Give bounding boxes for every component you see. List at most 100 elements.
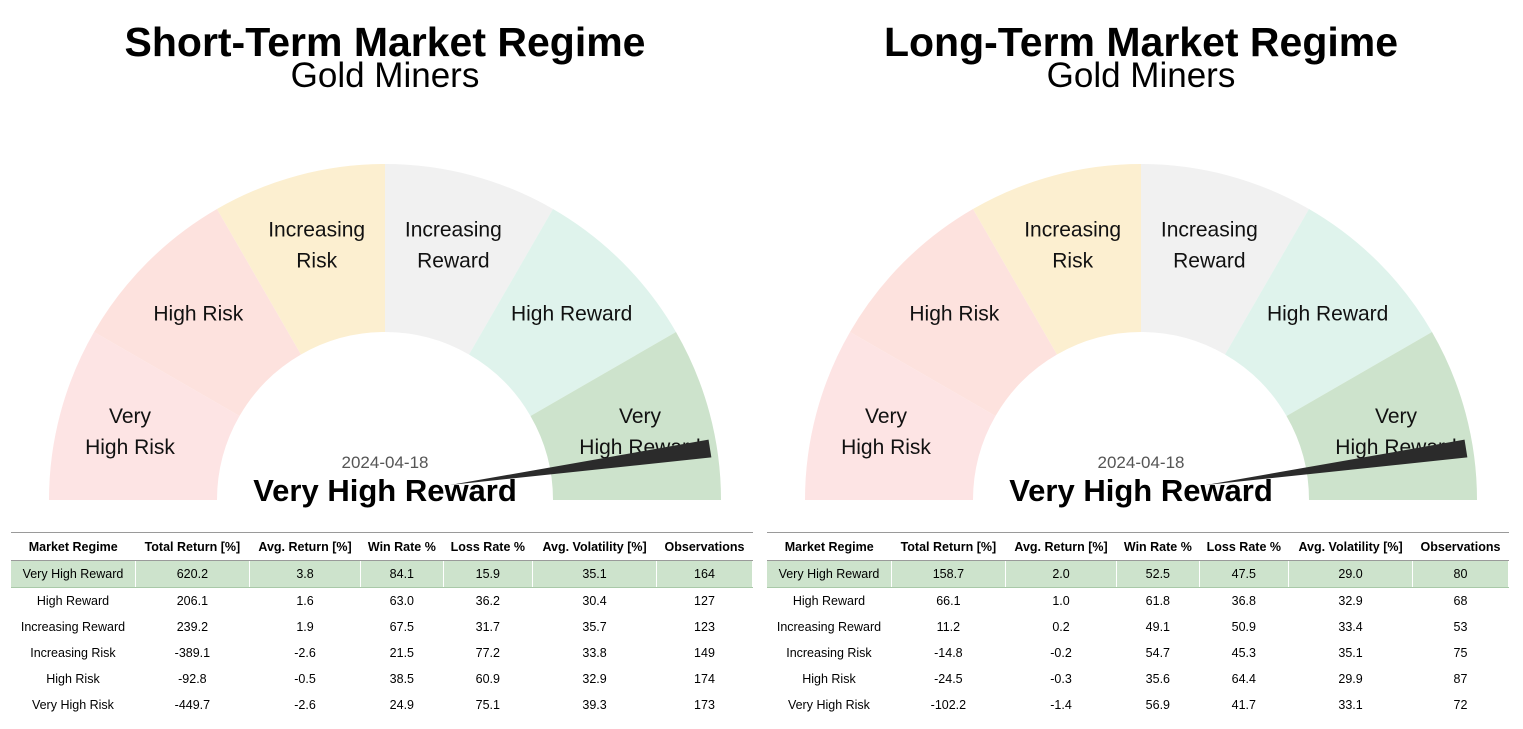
segment-label-increasing-reward: Increasing Reward xyxy=(1161,218,1258,272)
table-cell: 29.9 xyxy=(1288,666,1413,692)
segment-label-high-risk: High Risk xyxy=(153,302,243,325)
segment-label-increasing-risk: Increasing Risk xyxy=(1024,218,1121,272)
table-cell: 127 xyxy=(656,587,754,614)
gauge-segment-increasing-risk xyxy=(973,164,1141,355)
table-row: Increasing Reward 239.2 1.9 67.5 31.7 35.7 123 xyxy=(11,614,754,640)
gauge-segment-increasing-reward xyxy=(385,164,553,355)
table-cell: 15.9 xyxy=(443,560,534,588)
column-header-market-regime: Market Regime xyxy=(11,532,136,561)
table-cell: 158.7 xyxy=(891,560,1006,588)
column-header-win-rate: Win Rate % xyxy=(1116,532,1200,561)
table-cell: -2.6 xyxy=(249,692,362,718)
table-cell: 64.4 xyxy=(1199,666,1290,692)
regime-gauge: Very High Risk High Risk Increasing Risk Incr… xyxy=(49,164,721,508)
table-row: Very High Risk -449.7 -2.6 24.9 75.1 39.3 173 xyxy=(11,692,754,718)
table-cell: 47.5 xyxy=(1199,560,1290,588)
table-cell: 80 xyxy=(1412,560,1510,588)
table-cell: 35.1 xyxy=(532,560,657,588)
table-cell: 33.4 xyxy=(1288,614,1413,640)
table-cell: 36.2 xyxy=(443,587,534,614)
table-cell: 45.3 xyxy=(1199,640,1290,666)
table-cell: 30.4 xyxy=(532,587,657,614)
table-cell: 164 xyxy=(656,560,754,588)
column-header-avg-volatility: Avg. Volatility [%] xyxy=(532,532,657,561)
column-header-market-regime: Market Regime xyxy=(767,532,892,561)
table-cell: 87 xyxy=(1412,666,1510,692)
table-row: Very High Risk -102.2 -1.4 56.9 41.7 33.1 72 xyxy=(767,692,1510,718)
table-cell: 38.5 xyxy=(360,666,444,692)
table-cell: 39.3 xyxy=(532,692,657,718)
table-cell: 149 xyxy=(656,640,754,666)
table-cell: 174 xyxy=(656,666,754,692)
regime-date: 2024-04-18 xyxy=(342,453,429,472)
chart-subtitle: Gold Miners xyxy=(1046,56,1236,95)
table-cell: 32.9 xyxy=(532,666,657,692)
column-header-win-rate: Win Rate % xyxy=(360,532,444,561)
gauge-needle xyxy=(1206,439,1468,485)
table-row: Increasing Risk -14.8 -0.2 54.7 45.3 35.1 75 xyxy=(767,640,1510,666)
table-row: High Reward 206.1 1.6 63.0 36.2 30.4 127 xyxy=(11,587,754,614)
table-cell: 31.7 xyxy=(443,614,534,640)
table-cell: 33.8 xyxy=(532,640,657,666)
table-cell: -0.3 xyxy=(1005,666,1118,692)
table-cell: -102.2 xyxy=(891,692,1006,718)
column-header-total-return: Total Return [%] xyxy=(135,532,250,561)
table-cell: 1.0 xyxy=(1005,587,1118,614)
regime-name-cell: High Reward xyxy=(767,587,892,614)
table-row: Increasing Risk -389.1 -2.6 21.5 77.2 33.8 149 xyxy=(11,640,754,666)
table-cell: 72 xyxy=(1412,692,1510,718)
regime-name-cell: Very High Risk xyxy=(11,692,136,718)
gauge-segment-high-risk xyxy=(94,209,301,416)
table-cell: 239.2 xyxy=(135,614,250,640)
table-cell: -24.5 xyxy=(891,666,1006,692)
gauge-segment-increasing-reward xyxy=(1141,164,1309,355)
column-header-observations: Observations xyxy=(1412,532,1509,561)
table-cell: 35.6 xyxy=(1116,666,1200,692)
regime-date: 2024-04-18 xyxy=(1098,453,1185,472)
table-cell: 123 xyxy=(656,614,754,640)
regime-table: Market Regime Total Return [%] Avg. Return… xyxy=(11,532,754,718)
table-row: High Risk -24.5 -0.3 35.6 64.4 29.9 87 xyxy=(767,666,1510,692)
table-cell: 3.8 xyxy=(249,560,362,588)
column-header-observations: Observations xyxy=(656,532,753,561)
table-cell: 32.9 xyxy=(1288,587,1413,614)
column-header-total-return: Total Return [%] xyxy=(891,532,1006,561)
table-cell: 2.0 xyxy=(1005,560,1118,588)
segment-label-increasing-risk: Increasing Risk xyxy=(268,218,365,272)
gauge-needle xyxy=(450,439,712,485)
table-cell: 35.1 xyxy=(1288,640,1413,666)
table-cell: 75.1 xyxy=(443,692,534,718)
current-regime-label: Very High Reward xyxy=(1009,473,1273,508)
table-cell: 75 xyxy=(1412,640,1510,666)
regime-name-cell: Very High Reward xyxy=(767,560,892,588)
table-cell: 66.1 xyxy=(891,587,1006,614)
table-cell: 1.6 xyxy=(249,587,362,614)
table-row: Very High Reward 158.7 2.0 52.5 47.5 29.0 80 xyxy=(767,560,1510,588)
regime-name-cell: Very High Risk xyxy=(767,692,892,718)
regime-name-cell: Increasing Reward xyxy=(767,614,892,640)
column-header-loss-rate: Loss Rate % xyxy=(1199,532,1289,561)
segment-label-high-reward: High Reward xyxy=(1267,302,1388,325)
table-cell: 206.1 xyxy=(135,587,250,614)
segment-label-very-high-risk: Very High Risk xyxy=(841,405,931,459)
table-cell: 50.9 xyxy=(1199,614,1290,640)
table-cell: 84.1 xyxy=(360,560,444,588)
segment-label-very-high-risk: Very High Risk xyxy=(85,405,175,459)
table-cell: 1.9 xyxy=(249,614,362,640)
table-cell: 67.5 xyxy=(360,614,444,640)
table-cell: 173 xyxy=(656,692,754,718)
regime-name-cell: Increasing Reward xyxy=(11,614,136,640)
table-cell: 21.5 xyxy=(360,640,444,666)
table-cell: 11.2 xyxy=(891,614,1006,640)
table-cell: 61.8 xyxy=(1116,587,1200,614)
table-header-row: Market Regime Total Return [%] Avg. Return… xyxy=(767,532,1509,561)
gauge-segment-increasing-risk xyxy=(217,164,385,355)
table-cell: -14.8 xyxy=(891,640,1006,666)
segment-label-high-reward: High Reward xyxy=(511,302,632,325)
table-cell: 41.7 xyxy=(1199,692,1290,718)
table-row: High Reward 66.1 1.0 61.8 36.8 32.9 68 xyxy=(767,587,1510,614)
gauge-segment-very-high-risk xyxy=(49,332,240,500)
current-regime-label: Very High Reward xyxy=(253,473,517,508)
regime-name-cell: High Reward xyxy=(11,587,136,614)
table-row: Very High Reward 620.2 3.8 84.1 15.9 35.1 164 xyxy=(11,560,754,588)
